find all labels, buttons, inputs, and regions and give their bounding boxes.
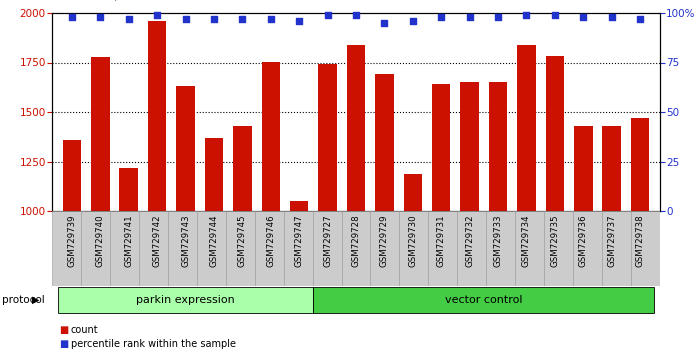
Text: vector control: vector control — [445, 295, 523, 305]
Point — [379, 20, 390, 26]
Text: GSM729741: GSM729741 — [124, 215, 133, 267]
Bar — [371, 211, 399, 286]
Point — [322, 12, 333, 18]
Point — [464, 14, 475, 20]
Bar — [233, 126, 251, 211]
Bar — [139, 211, 168, 286]
Bar — [290, 201, 309, 211]
Text: count: count — [71, 325, 98, 335]
Text: GSM729740: GSM729740 — [96, 215, 105, 267]
Bar — [225, 211, 255, 286]
Bar — [631, 118, 649, 211]
Bar — [602, 211, 631, 286]
Text: GSM729730: GSM729730 — [408, 215, 417, 267]
Bar — [574, 126, 593, 211]
Point — [95, 14, 106, 20]
Text: GDS4476 / 8116020: GDS4476 / 8116020 — [52, 0, 179, 1]
Bar — [546, 56, 564, 211]
Text: GSM729727: GSM729727 — [323, 215, 332, 267]
Point — [493, 14, 504, 20]
Point — [123, 16, 134, 22]
Bar — [313, 211, 341, 286]
Bar — [341, 211, 371, 286]
Bar — [119, 169, 138, 211]
Point — [521, 12, 532, 18]
Bar — [461, 82, 479, 211]
Bar — [205, 138, 223, 211]
Text: GSM729732: GSM729732 — [465, 215, 474, 267]
Text: GSM729729: GSM729729 — [380, 215, 389, 267]
Bar — [347, 45, 365, 211]
Text: ■: ■ — [59, 325, 68, 335]
Text: GSM729737: GSM729737 — [607, 215, 616, 267]
Text: GSM729739: GSM729739 — [68, 215, 76, 267]
Bar — [544, 211, 573, 286]
Bar — [81, 211, 110, 286]
Text: GSM729731: GSM729731 — [437, 215, 446, 267]
Bar — [602, 126, 621, 211]
Bar — [517, 45, 535, 211]
Point — [549, 12, 560, 18]
Text: GSM729734: GSM729734 — [522, 215, 531, 267]
Bar — [283, 211, 313, 286]
Bar — [52, 211, 81, 286]
Text: GSM729728: GSM729728 — [352, 215, 360, 267]
Bar — [429, 211, 457, 286]
Text: GSM729744: GSM729744 — [209, 215, 218, 267]
Point — [634, 16, 646, 22]
Bar — [515, 211, 544, 286]
Bar — [487, 211, 515, 286]
Bar — [168, 211, 197, 286]
Bar — [177, 86, 195, 211]
Text: GSM729738: GSM729738 — [636, 215, 645, 267]
Point — [209, 16, 220, 22]
Point — [436, 14, 447, 20]
Bar — [376, 74, 394, 211]
Text: GSM729733: GSM729733 — [493, 215, 503, 267]
Point — [265, 16, 276, 22]
Point — [606, 14, 617, 20]
Point — [407, 18, 418, 24]
Bar — [255, 211, 283, 286]
Text: protocol: protocol — [2, 295, 45, 305]
Text: parkin expression: parkin expression — [136, 295, 235, 305]
Point — [66, 14, 77, 20]
Bar — [457, 211, 487, 286]
Bar — [63, 140, 81, 211]
Point — [350, 12, 362, 18]
Text: ■: ■ — [59, 339, 68, 349]
Bar — [573, 211, 602, 286]
Bar — [148, 21, 166, 211]
Bar — [262, 62, 280, 211]
Point — [151, 12, 163, 18]
Bar — [489, 82, 507, 211]
Text: GSM729747: GSM729747 — [295, 215, 304, 267]
Bar — [631, 211, 660, 286]
Point — [180, 16, 191, 22]
Point — [237, 16, 248, 22]
Text: GSM729745: GSM729745 — [238, 215, 247, 267]
Text: ▶: ▶ — [32, 295, 40, 305]
Text: GSM729735: GSM729735 — [551, 215, 559, 267]
Bar — [399, 211, 429, 286]
Bar — [197, 211, 225, 286]
Bar — [313, 287, 654, 313]
Text: GSM729742: GSM729742 — [153, 215, 162, 267]
Bar — [58, 287, 313, 313]
Text: GSM729746: GSM729746 — [266, 215, 275, 267]
Text: GSM729736: GSM729736 — [579, 215, 588, 267]
Text: GSM729743: GSM729743 — [181, 215, 190, 267]
Bar — [403, 175, 422, 211]
Bar — [91, 57, 110, 211]
Text: percentile rank within the sample: percentile rank within the sample — [71, 339, 236, 349]
Point — [578, 14, 589, 20]
Point — [294, 18, 305, 24]
Bar — [110, 211, 139, 286]
Bar — [432, 84, 450, 211]
Bar — [318, 64, 337, 211]
